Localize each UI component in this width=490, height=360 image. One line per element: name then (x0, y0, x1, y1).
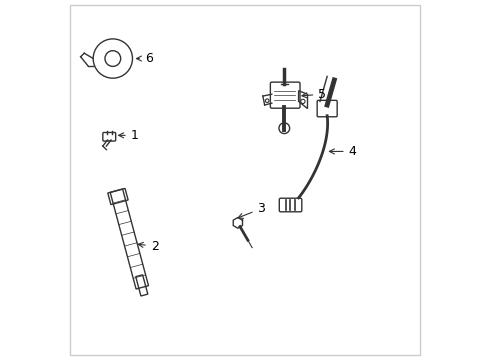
Text: 1: 1 (119, 129, 139, 142)
Text: 4: 4 (329, 145, 356, 158)
Text: 2: 2 (138, 240, 159, 253)
Text: 5: 5 (302, 88, 326, 101)
Text: 6: 6 (137, 52, 153, 65)
Text: 3: 3 (238, 202, 266, 218)
